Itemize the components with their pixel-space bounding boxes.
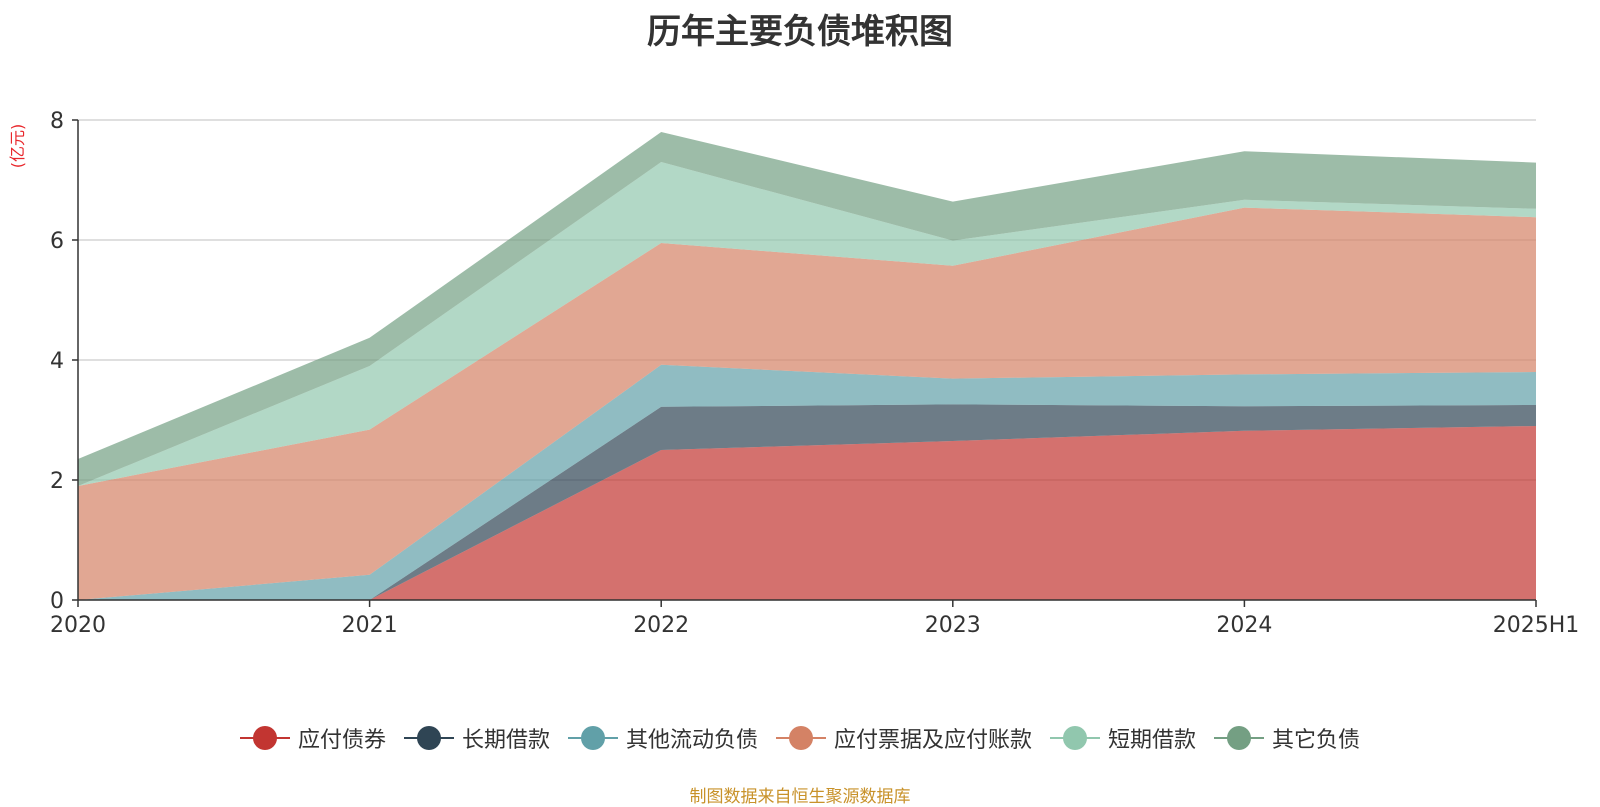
x-tick-label-5: 2025H1 (1493, 613, 1580, 638)
x-tick-label-0: 2020 (50, 613, 106, 638)
x-tick-label-2: 2022 (633, 613, 689, 638)
chart-title: 历年主要负债堆积图 (647, 12, 953, 52)
area-series-2 (78, 364, 1536, 600)
y-tick-label-0: 0 (50, 589, 64, 614)
legend-marker-icon (403, 726, 454, 750)
legend-label: 其它负债 (1272, 728, 1361, 753)
axes: 2020 2021 2022 2023 2024 2025H1 (50, 119, 1580, 638)
area-series-5 (78, 132, 1536, 486)
legend-label: 应付债券 (297, 728, 386, 753)
legend-item-1[interactable]: 长期借款 (403, 722, 550, 754)
y-tick-label-2: 4 (50, 349, 64, 374)
stacked-areas (78, 132, 1536, 600)
legend-label: 其他流动负债 (625, 728, 758, 753)
legend-item-5[interactable]: 其它负债 (1214, 722, 1360, 754)
y-tick-label-4: 8 (50, 109, 64, 134)
y-tick-label-1: 2 (50, 469, 64, 494)
x-tick-label-4: 2024 (1216, 613, 1272, 638)
legend-item-4[interactable]: 短期借款 (1050, 722, 1196, 754)
legend-label: 短期借款 (1108, 728, 1197, 753)
area-series-1 (78, 404, 1536, 600)
legend-marker-icon (1050, 726, 1101, 750)
legend-label: 应付票据及应付账款 (834, 728, 1033, 753)
legend-item-2[interactable]: 其他流动负债 (567, 722, 758, 754)
y-tick-label-3: 6 (50, 229, 64, 254)
data-source-note: 制图数据来自恒生聚源数据库 (689, 787, 911, 807)
x-tick-label-3: 2023 (925, 613, 981, 638)
legend-marker-icon (239, 726, 290, 750)
legend-item-0[interactable]: 应付债券 (239, 722, 386, 754)
area-series-4 (78, 162, 1536, 486)
y-axis-unit-label: (亿元) (8, 124, 27, 169)
area-series-0 (78, 426, 1536, 600)
x-tick-label-1: 2021 (342, 613, 398, 638)
legend-marker-icon (567, 726, 618, 750)
legend-marker-icon (1214, 726, 1265, 750)
area-series-3 (78, 207, 1536, 600)
legend-item-3[interactable]: 应付票据及应付账款 (776, 722, 1032, 754)
legend-label: 长期借款 (461, 728, 550, 753)
legend: 应付债券 长期借款 其他流动负债 应付票据及应付账款 短期借款 其它负债 (0, 722, 1600, 754)
legend-marker-icon (776, 726, 826, 750)
